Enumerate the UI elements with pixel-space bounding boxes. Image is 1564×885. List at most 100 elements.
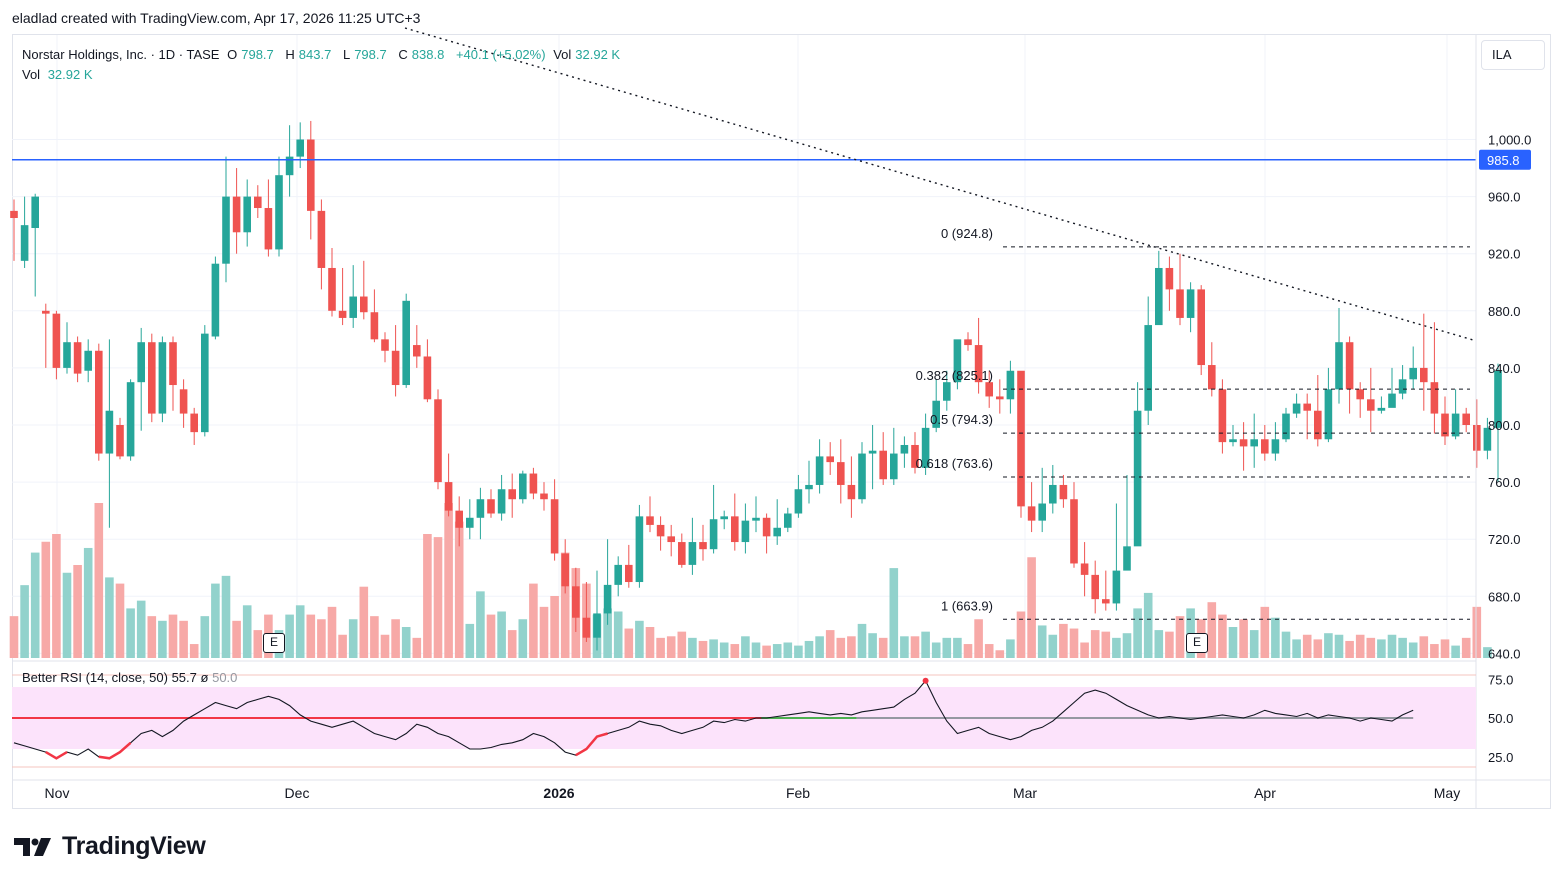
volume-bar [232,620,241,658]
candle-body [974,345,983,383]
rsi-tick-label: 25.0 [1488,750,1513,765]
candle-body [932,400,940,428]
volume-bar [815,636,824,658]
candle-body [1462,413,1470,425]
rsi-value: 55.7 [171,670,197,685]
tradingview-logo-icon [14,837,51,856]
volume-bar [1398,637,1407,658]
candle-body [1176,289,1184,318]
rsi-tick-label: 75.0 [1488,672,1513,687]
candle-body [1409,367,1417,380]
candle-body [1218,389,1227,443]
volume-bar [804,640,814,658]
open-label: O [227,47,238,62]
candle-body [338,310,347,318]
symbol-name: Norstar Holdings, Inc. · 1D · TASE [22,47,220,62]
volume-bar [1037,625,1047,658]
volume-bar [348,619,358,658]
rsi-name: Better RSI (14, close, 50) [22,670,168,685]
candle-body [1282,413,1290,440]
candle-body [1006,370,1015,400]
volume-bar [179,620,188,658]
volume-bar [518,619,528,658]
earnings-badge[interactable]: E [263,633,285,653]
chart-credit: eladlad created with TradingView.com, Ap… [12,10,421,26]
candle-body [1367,399,1375,411]
candle-body [1059,484,1068,500]
volume-bar [94,503,104,658]
candle-body [1292,403,1301,414]
volume-bar [126,608,135,658]
candle-body [1155,267,1163,326]
volume-bar [1101,631,1111,658]
candle-body [1239,439,1248,447]
volume-bar [295,605,305,658]
candle-body [996,396,1004,400]
volume-bar [115,583,125,658]
candle-body [1388,393,1396,408]
candle-body [254,196,262,209]
candle-body [63,342,71,368]
volume-bar [20,585,29,658]
volume-bar [412,637,422,658]
candle-body [1261,439,1269,454]
volume-bar [359,586,369,658]
rsi-symbol: ø [200,670,209,685]
rsi-oversold-highlight [45,751,68,760]
candle-body [953,339,962,383]
candle-body [646,516,654,525]
candle-body [1430,382,1439,414]
volume-bar [603,608,612,658]
candle-body [678,542,686,565]
volume-bar [645,627,655,658]
candle-body [731,516,739,543]
volume-bar [486,614,496,658]
volume-bar [211,583,220,658]
candle-body [858,453,866,500]
candle-body [1335,342,1343,390]
fib-level-label: 0.5 (794.3) [930,412,993,427]
open-value: 798.7 [241,47,274,62]
fib-level-label: 1 (663.9) [941,598,993,613]
candle-body [31,196,39,229]
volume-bar [741,636,750,658]
volume-bar [507,630,517,658]
tradingview-logo[interactable]: TradingView [14,832,206,861]
currency-button[interactable]: ILA [1481,40,1545,70]
candle-body [1420,367,1428,383]
candle-body [1208,365,1216,390]
candle-body [815,456,824,485]
candle-body [752,517,760,521]
volume-bar [338,634,347,658]
volume-bar [317,619,326,658]
candle-body [1017,370,1025,507]
volume-bar [1355,634,1365,658]
volume-bar [688,637,697,658]
candle-body [1345,342,1354,390]
candle-body [1070,499,1078,564]
volume-bar [1461,637,1471,658]
candle-body [413,345,421,357]
candle-body [762,517,771,537]
price-tick-label: 960.0 [1488,190,1521,205]
candle-body [720,516,728,520]
volume-bar [1027,557,1036,658]
volume-bar [1048,634,1058,658]
candle-body [211,263,220,337]
brand-name: TradingView [62,832,206,860]
volume-bar [889,568,899,658]
volume-bar [1271,617,1280,658]
volume-bar [189,644,199,658]
volume-bar [1112,637,1121,658]
volume-bar [836,637,846,658]
earnings-badge[interactable]: E [1186,633,1208,653]
candle-body [625,564,633,583]
fib-level-label: 0 (924.8) [941,226,993,241]
candle-body [1229,439,1237,443]
candle-body [73,342,82,374]
candle-body [105,410,114,454]
candle-body [137,342,145,383]
volume-bar [751,642,761,658]
close-label: C [398,47,408,62]
